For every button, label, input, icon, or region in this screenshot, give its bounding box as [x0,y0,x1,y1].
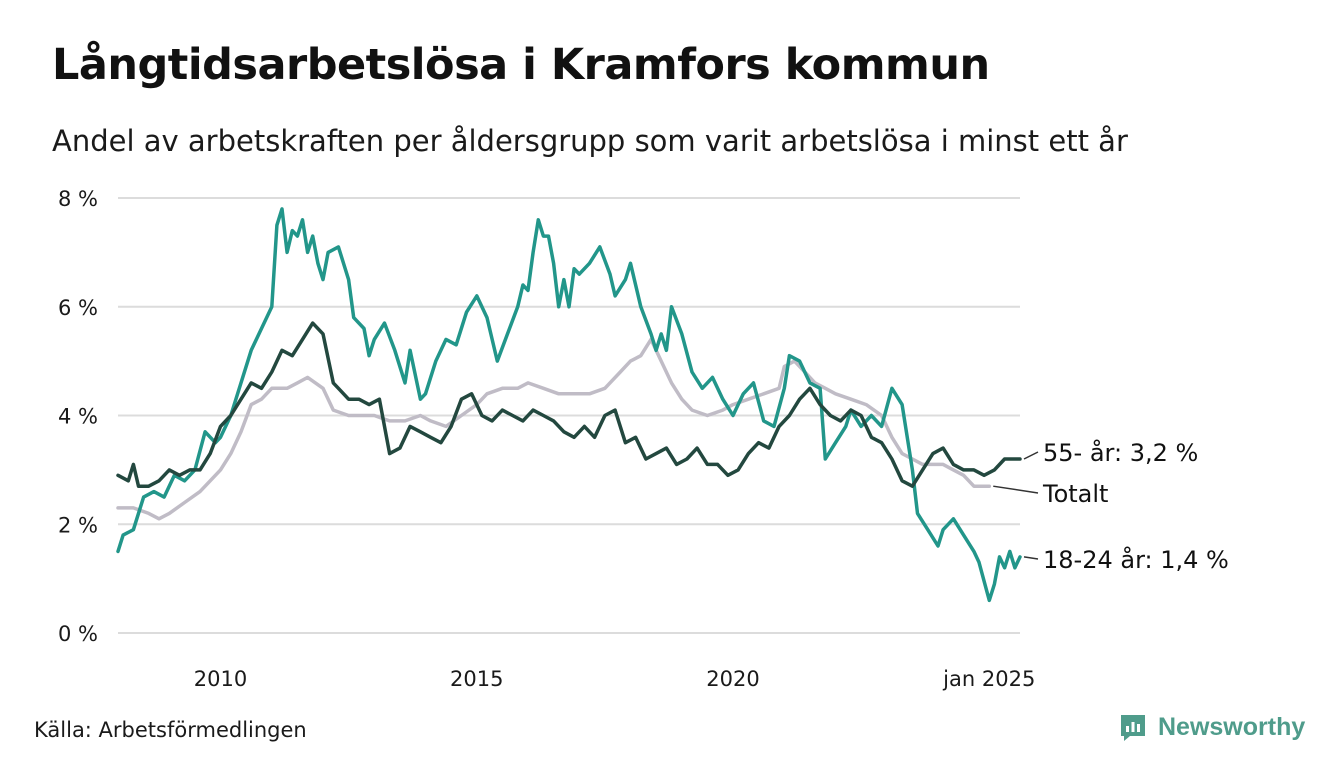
series-line-18-24-r [116,207,1022,603]
x-tick-label: 2010 [194,667,247,691]
series-end-label: Totalt [1042,480,1108,508]
y-tick-label: 2 % [58,513,98,537]
y-tick-label: 4 % [58,405,98,429]
x-tick-label: 2015 [450,667,503,691]
y-tick-label: 0 % [58,622,98,646]
x-tick-label: jan 2025 [942,667,1035,691]
chart-title: Långtidsarbetslösa i Kramfors kommun [52,40,990,90]
series-label-leader [1023,451,1039,460]
brand-name: Newsworthy [1158,712,1306,741]
series-label-leader [993,485,1039,494]
y-tick-label: 6 % [58,296,98,320]
series-line-totalt [116,337,992,521]
series-end-label: 18-24 år: 1,4 % [1043,545,1229,574]
series-line-55-r [116,321,1022,488]
line-chart: 0 % 2 % 4 % 6 % 8 % 2010 2015 2020 jan 2025 Total… [58,187,1229,691]
series-label-leader [1023,556,1039,560]
newsworthy-logo-icon [1121,715,1145,741]
series-end-label: 55- år: 3,2 % [1043,438,1198,467]
y-tick-label: 8 % [58,187,98,211]
brand-logo[interactable]: Newsworthy [1118,712,1305,742]
x-tick-label: 2020 [706,667,759,691]
source-note: Källa: Arbetsförmedlingen [34,718,307,742]
chart-subtitle: Andel av arbetskraften per åldersgrupp s… [52,124,1128,158]
